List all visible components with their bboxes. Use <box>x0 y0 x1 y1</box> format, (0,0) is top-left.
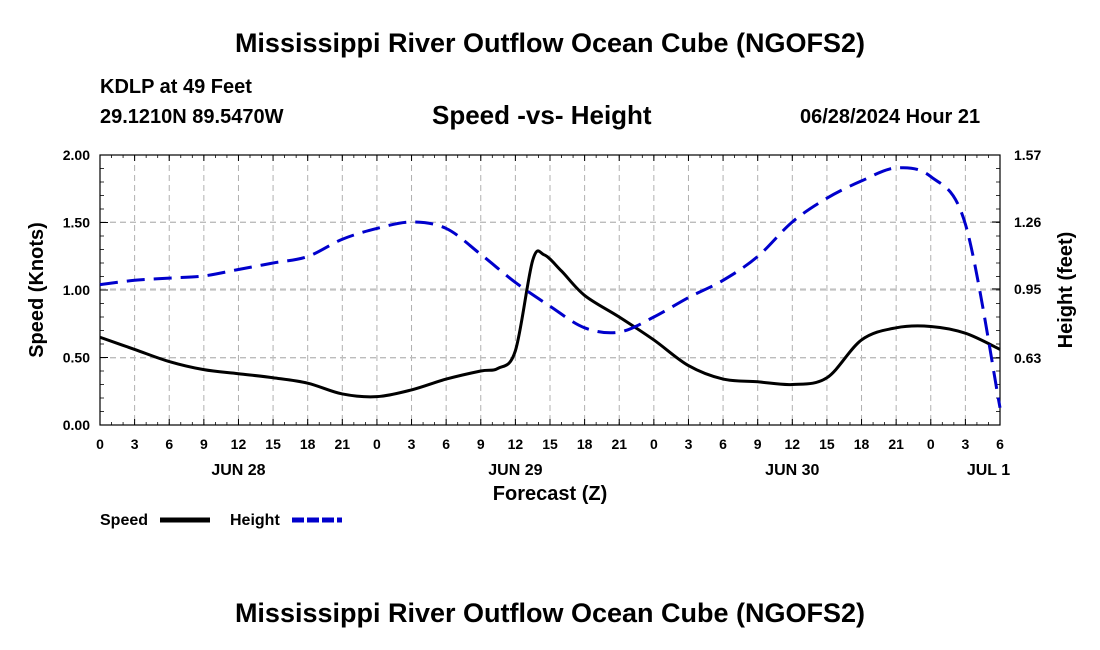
y-tick-label: 1.50 <box>63 215 90 231</box>
series-layer <box>99 166 1002 408</box>
x-tick-label: 9 <box>754 436 762 452</box>
y2-tick-label: 0.63 <box>1014 350 1041 366</box>
x-tick-label: 0 <box>927 436 935 452</box>
x-tick-label: 3 <box>408 436 416 452</box>
x-tick-label: 18 <box>300 436 316 452</box>
x-tick-label: 15 <box>265 436 281 452</box>
forecast-datetime: 06/28/2024 Hour 21 <box>800 106 981 128</box>
speed-series-line <box>99 249 1001 399</box>
x-tick-label: 0 <box>96 436 104 452</box>
station-label: KDLP at 49 Feet <box>100 76 252 98</box>
height-series-line <box>99 166 1002 408</box>
date-label: JUN 29 <box>488 462 542 479</box>
legend-label-height: Height <box>230 512 280 529</box>
x-tick-label: 3 <box>685 436 693 452</box>
y2-tick-label: 1.57 <box>1014 147 1041 163</box>
tick-layer: 0 3 6 9 12 15 18 21 0 3 6 9 12 15 18 21 0 3 6 9 12 15 18 21 0 3 6 0… <box>63 147 1042 479</box>
x-tick-label: 6 <box>719 436 727 452</box>
y-tick-label: 1.00 <box>63 282 90 298</box>
legend: Speed Height <box>100 512 342 529</box>
x-tick-label: 15 <box>819 436 835 452</box>
date-label: JUN 30 <box>765 462 819 479</box>
x-tick-label: 12 <box>231 436 247 452</box>
x-tick-label: 0 <box>650 436 658 452</box>
y-axis-label: Speed (Knots) <box>26 222 48 358</box>
x-tick-label: 21 <box>335 436 351 452</box>
x-tick-label: 12 <box>508 436 524 452</box>
x-tick-label: 9 <box>200 436 208 452</box>
y2-tick-label: 0.95 <box>1014 281 1041 297</box>
x-tick-label: 6 <box>996 436 1004 452</box>
y-tick-label: 0.00 <box>63 417 90 433</box>
y2-tick-label: 1.26 <box>1014 214 1041 230</box>
y-tick-label: 0.50 <box>63 350 90 366</box>
legend-label-speed: Speed <box>100 512 148 529</box>
y-tick-label: 2.00 <box>63 147 90 163</box>
x-tick-label: 0 <box>373 436 381 452</box>
station-coordinates: 29.1210N 89.5470W <box>100 106 284 128</box>
x-axis-label: Forecast (Z) <box>493 483 607 505</box>
bottom-title: Mississippi River Outflow Ocean Cube (NG… <box>234 598 866 628</box>
x-tick-label: 21 <box>611 436 627 452</box>
grid-layer <box>100 155 1000 425</box>
y2-axis-label: Height (feet) <box>1055 232 1077 349</box>
date-label: JUL 1 <box>967 462 1010 479</box>
main-title: Mississippi River Outflow Ocean Cube (NG… <box>234 28 866 58</box>
x-tick-label: 18 <box>577 436 593 452</box>
x-tick-label: 9 <box>477 436 485 452</box>
x-tick-label: 15 <box>542 436 558 452</box>
chart-subtitle: Speed -vs- Height <box>432 100 652 130</box>
x-tick-label: 21 <box>888 436 904 452</box>
date-label: JUN 28 <box>211 462 265 479</box>
x-tick-label: 6 <box>165 436 173 452</box>
x-tick-label: 6 <box>442 436 450 452</box>
x-tick-label: 18 <box>854 436 870 452</box>
x-tick-label: 12 <box>785 436 801 452</box>
x-tick-label: 3 <box>131 436 139 452</box>
x-tick-label: 3 <box>961 436 969 452</box>
chart-canvas: 0 3 6 9 12 15 18 21 0 3 6 9 12 15 18 21 0 3 6 9 12 15 18 21 0 3 6 0… <box>26 147 1077 529</box>
